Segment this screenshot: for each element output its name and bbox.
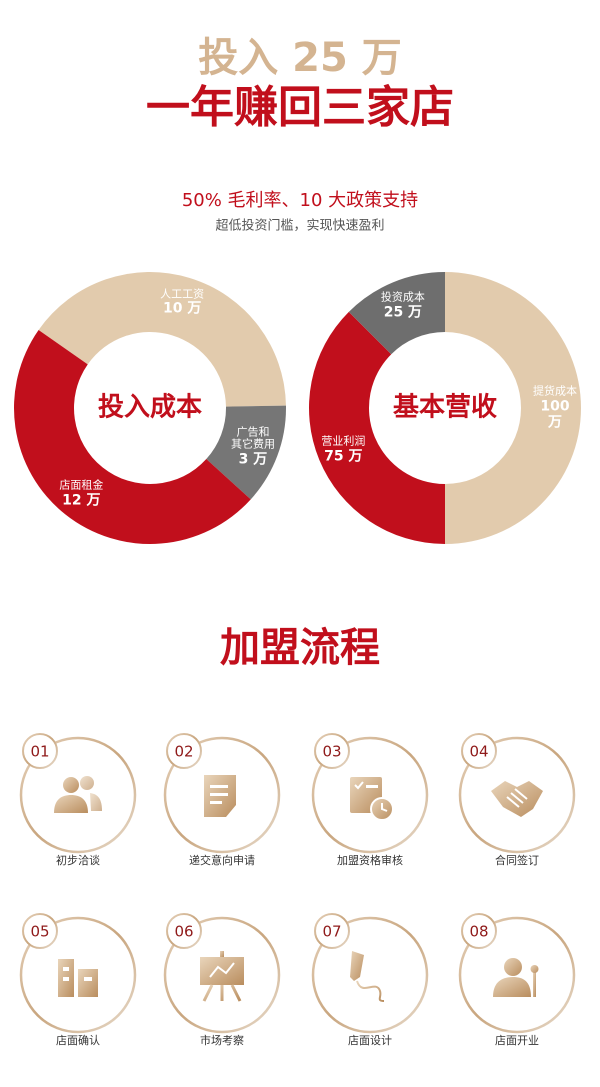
donut-center-title: 投入成本	[98, 393, 202, 423]
step-badge	[314, 733, 350, 769]
step-label: 店面开业	[495, 1033, 539, 1047]
process-title: 加盟流程	[220, 625, 380, 671]
slice-name: 投资成本	[380, 290, 425, 304]
slice-label: 人工工资 10 万	[160, 288, 204, 317]
step-icon	[491, 781, 543, 817]
slice-value: 100 万	[540, 398, 570, 431]
step-icon	[58, 959, 98, 997]
step-icon	[204, 775, 236, 817]
donut-center-title: 基本营收	[393, 393, 497, 423]
step-ring	[311, 916, 429, 1034]
slice-name: 提货成本	[533, 384, 577, 398]
subtitle: 50% 毛利率、10 大政策支持	[182, 190, 418, 211]
step-icon	[493, 958, 539, 997]
step-badge	[166, 913, 202, 949]
step-icon	[200, 951, 244, 1002]
slice-name: 店面租金	[59, 478, 104, 492]
pie-slice	[13, 329, 251, 545]
step-label: 市场考察	[200, 1033, 244, 1047]
step-label: 初步洽谈	[56, 853, 100, 867]
slice-value: 3 万	[238, 451, 268, 468]
step-number: 06	[174, 923, 193, 941]
slice-value: 25 万	[383, 304, 423, 321]
step-label: 递交意向申请	[189, 853, 255, 867]
step-number: 02	[174, 743, 193, 761]
pie-slice	[308, 311, 445, 544]
pie-slice	[38, 271, 286, 407]
slice-name: 人工工资	[160, 287, 205, 301]
step-label: 店面设计	[348, 1033, 392, 1047]
slice-label: 店面租金 12 万	[59, 478, 104, 509]
slice-name: 广告和 其它费用	[230, 425, 275, 451]
slice-label: 广告和 其它费用 3 万	[230, 425, 275, 468]
slice-name: 营业利润	[321, 434, 366, 448]
step-icon	[350, 777, 394, 821]
step-label: 店面确认	[56, 1033, 100, 1047]
step-icon	[350, 951, 385, 1002]
step-badge	[461, 913, 497, 949]
slice-value: 12 万	[62, 492, 101, 509]
tagline: 超低投资门槛，实现快速盈利	[215, 218, 384, 234]
step-number: 03	[322, 743, 341, 761]
step-badge	[166, 733, 202, 769]
step-number: 08	[469, 923, 488, 941]
slice-label: 提货成本 100 万	[533, 384, 578, 431]
step-ring	[19, 736, 137, 854]
step-badge	[461, 733, 497, 769]
step-number: 01	[30, 743, 49, 761]
step-badge	[314, 913, 350, 949]
pie-slice	[348, 272, 445, 355]
slice-label: 投资成本 25 万	[380, 290, 425, 321]
pie-slice	[206, 405, 286, 500]
title-line2: 一年赚回三家店	[146, 82, 454, 133]
pie-slice	[445, 272, 581, 544]
slice-label: 营业利润 75 万	[321, 434, 366, 465]
step-badge	[22, 733, 58, 769]
title-line1: 投入 25 万	[198, 35, 402, 81]
step-icon	[54, 776, 102, 813]
step-label: 加盟资格审核	[337, 853, 403, 867]
step-number: 04	[469, 743, 488, 761]
slice-value: 75 万	[324, 448, 363, 465]
step-number: 07	[322, 923, 341, 941]
slice-value: 10 万	[162, 301, 202, 318]
step-badge	[22, 913, 58, 949]
step-number: 05	[30, 923, 49, 941]
step-label: 合同签订	[495, 853, 539, 867]
